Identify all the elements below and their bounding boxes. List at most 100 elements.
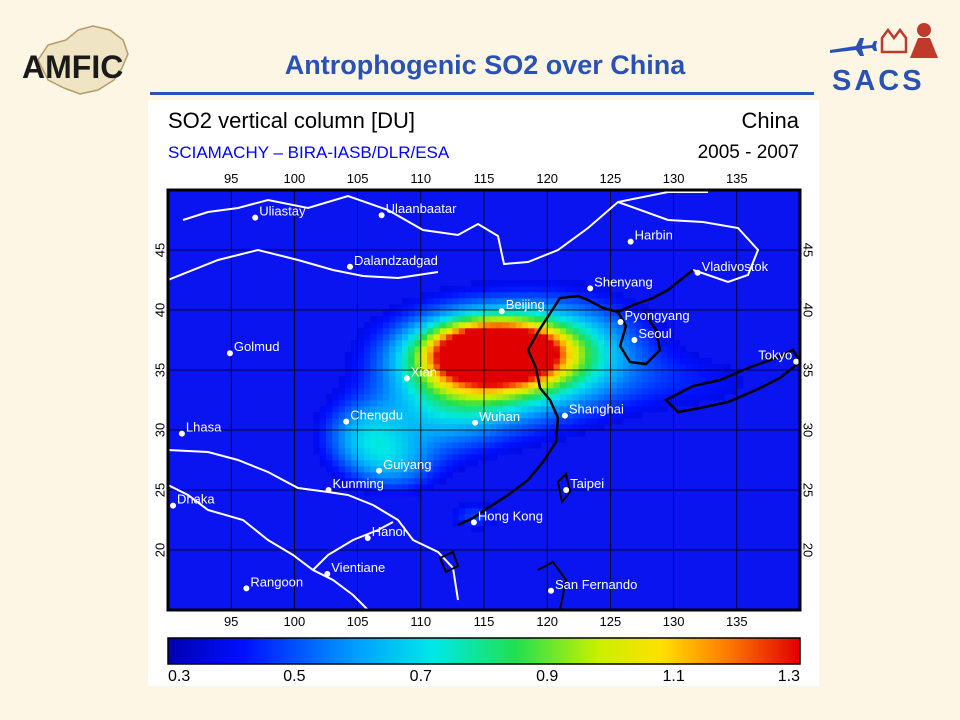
so2-cell: [610, 418, 618, 425]
so2-cell: [313, 442, 320, 449]
so2-cell: [490, 334, 497, 341]
so2-cell: [648, 406, 655, 413]
so2-cell: [446, 364, 453, 371]
so2-cell: [344, 466, 352, 473]
lon-tick-label-top: 100: [284, 171, 306, 186]
so2-cell: [623, 358, 630, 365]
city-uliastay: Uliastay: [252, 204, 306, 221]
so2-cell: [528, 310, 535, 317]
so2-cell: [642, 340, 649, 347]
so2-cell: [597, 418, 605, 425]
so2-cell: [540, 352, 548, 359]
so2-cell: [604, 304, 611, 311]
so2-cell: [705, 382, 712, 389]
so2-cell: [370, 340, 377, 347]
so2-cell: [401, 400, 409, 407]
so2-cell: [427, 466, 434, 473]
so2-cell: [477, 508, 485, 515]
so2-cell: [528, 430, 535, 437]
city-xian: Xian: [403, 364, 437, 382]
so2-cell: [389, 454, 396, 461]
so2-cell: [502, 442, 510, 449]
so2-cell: [591, 358, 599, 365]
so2-cell: [578, 418, 586, 425]
so2-cell: [376, 484, 384, 491]
so2-cell: [401, 352, 409, 359]
so2-cell: [401, 382, 409, 389]
so2-cell: [629, 340, 636, 347]
so2-cell: [660, 406, 668, 413]
so2-cell: [635, 358, 643, 365]
so2-cell: [363, 370, 371, 377]
so2-cell: [484, 346, 491, 353]
so2-cell: [376, 352, 384, 359]
so2-cell: [717, 370, 725, 377]
so2-cell: [553, 358, 561, 365]
so2-cell: [547, 412, 554, 419]
so2-cell: [332, 460, 339, 467]
so2-cell: [332, 454, 339, 461]
so2-cell: [635, 394, 643, 401]
so2-cell: [717, 388, 725, 395]
so2-cell: [604, 394, 611, 401]
so2-cell: [351, 472, 358, 479]
so2-cell: [496, 448, 504, 455]
so2-cell: [452, 466, 460, 473]
so2-cell: [452, 418, 460, 425]
so2-cell: [376, 412, 384, 419]
so2-cell: [629, 304, 636, 311]
so2-cell: [572, 346, 580, 353]
so2-cell: [591, 370, 599, 377]
so2-cell: [401, 472, 409, 479]
so2-cell: [578, 340, 586, 347]
city-dot: [587, 285, 594, 292]
so2-cell: [344, 484, 352, 491]
so2-cell: [351, 382, 358, 389]
so2-cell: [559, 292, 567, 299]
city-label: Taipei: [570, 476, 604, 491]
so2-cell: [408, 478, 415, 485]
so2-cell: [585, 394, 592, 401]
so2-cell: [401, 358, 409, 365]
so2-cell: [736, 376, 744, 383]
so2-cell: [465, 322, 472, 329]
so2-cell: [484, 448, 491, 455]
so2-cell: [604, 286, 611, 293]
so2-cell: [673, 400, 681, 407]
so2-cell: [521, 418, 529, 425]
so2-cell: [648, 376, 655, 383]
so2-cell: [559, 400, 567, 407]
so2-cell: [446, 418, 453, 425]
so2-cell: [585, 328, 592, 335]
lon-tick-label-top: 110: [410, 171, 431, 186]
so2-cell: [654, 328, 662, 335]
so2-cell: [319, 454, 327, 461]
so2-cell: [559, 316, 567, 323]
so2-cell: [597, 346, 605, 353]
so2-cell: [452, 520, 460, 527]
so2-cell: [724, 388, 731, 395]
so2-cell: [408, 382, 415, 389]
so2-cell: [452, 334, 460, 341]
so2-cell: [389, 328, 396, 335]
so2-cell: [484, 520, 491, 527]
so2-cell: [490, 292, 497, 299]
so2-cell: [490, 286, 497, 293]
so2-cell: [534, 394, 542, 401]
so2-cell: [623, 340, 630, 347]
so2-cell: [420, 340, 428, 347]
so2-cell: [502, 424, 510, 431]
so2-cell: [471, 358, 478, 365]
city-label: Hanoi: [372, 524, 406, 539]
so2-cell: [540, 286, 548, 293]
so2-cell: [376, 322, 384, 329]
so2-cell: [471, 370, 478, 377]
city-dot: [627, 238, 634, 245]
city-label: Dalandzadgad: [354, 253, 438, 268]
so2-cell: [540, 334, 548, 341]
so2-cell: [420, 442, 428, 449]
so2-cell: [439, 298, 447, 305]
so2-cell: [477, 310, 485, 317]
so2-cell: [578, 394, 586, 401]
lat-tick-label-left: 20: [152, 543, 167, 557]
